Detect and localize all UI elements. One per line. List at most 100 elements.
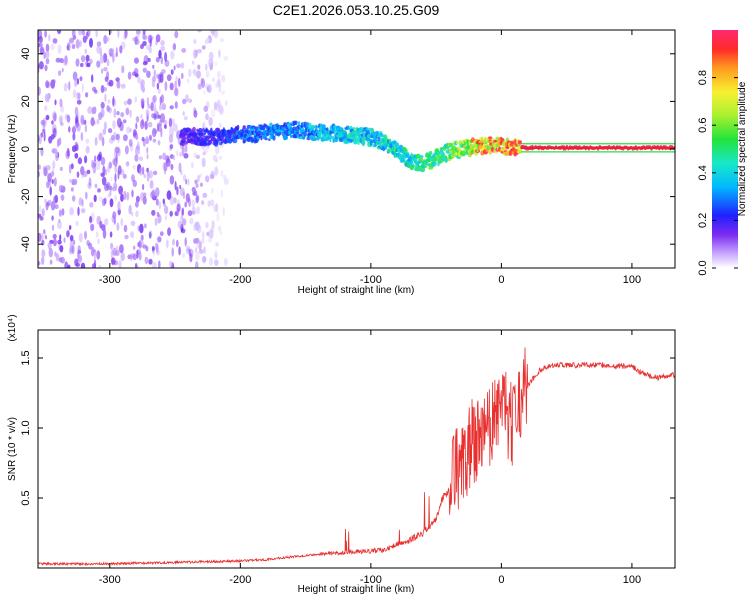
spectrogram-noise-cell [119, 244, 124, 254]
spectrogram-noise-cell [205, 175, 210, 183]
spectrogram-noise-cell [39, 216, 44, 221]
spectrogram-noise-cell [197, 174, 200, 183]
spectrogram-noise-cell [80, 55, 86, 63]
spectrogram-ridge-cell [207, 140, 212, 145]
spectrogram-noise-cell [166, 158, 171, 167]
spectrogram-noise-cell [145, 109, 150, 117]
spectrogram-noise-cell [176, 186, 179, 196]
spectrogram-noise-cell [100, 156, 106, 166]
spectrogram-noise-cell [112, 120, 116, 130]
spectrogram-noise-cell [118, 185, 123, 195]
spectrogram-noise-cell [209, 257, 213, 266]
spectrogram-noise-cell [175, 239, 179, 248]
spectrogram-ridge-cell [297, 121, 301, 125]
spectrogram-ridge-cell [302, 136, 306, 140]
spectrogram-noise-cell [44, 93, 50, 102]
spectrogram-noise-cell [158, 155, 162, 160]
spectrogram-noise-cell [169, 82, 174, 91]
spectrogram-noise-cell [41, 249, 46, 258]
spectrogram-noise-cell [197, 64, 201, 70]
spectrogram-noise-cell [109, 198, 114, 208]
spectrogram-ridge-cell [387, 148, 390, 153]
spectrogram-noise-cell [148, 170, 153, 179]
spectrogram-noise-cell [205, 63, 208, 71]
spectrogram-noise-cell [155, 198, 159, 206]
spectrogram-noise-cell [73, 124, 77, 132]
spectrogram-ridge-cell [290, 134, 293, 139]
spectrogram-ridge-cell [337, 131, 342, 137]
snr-axes: -300 -200 -100 0 100 0.5 1.0 1.5 [20, 330, 675, 586]
spectrogram-noise-cell [96, 118, 100, 125]
spectrogram-noise-cell [152, 94, 157, 103]
spectrogram-noise-cell [48, 247, 53, 258]
spectrogram-ridge-cell [183, 136, 187, 141]
spectrogram-noise-cell [187, 178, 190, 186]
spectrogram-noise-cell [91, 74, 94, 83]
spectrogram-noise-cell [80, 166, 85, 176]
spectrogram-noise-cell [191, 162, 194, 169]
spectrogram-noise-cell [42, 129, 46, 134]
spectrogram-ridge-cell [517, 140, 522, 143]
spectrogram-noise-cell [59, 245, 64, 253]
spectrogram-noise-cell [58, 184, 64, 193]
spectrogram-noise-cell [38, 232, 42, 242]
spectrogram-noise-cell [176, 149, 179, 157]
spectrogram-noise-cell [104, 93, 107, 102]
spectrogram-ridge-cell [269, 122, 273, 128]
spectrogram-noise-cell [113, 150, 116, 160]
spectrogram-noise-cell [218, 155, 223, 160]
spectrogram-noise-cell [164, 205, 169, 215]
spectrogram-noise-cell [123, 134, 128, 142]
spectrogram-noise-cell [57, 220, 62, 229]
spectrogram-noise-cell [126, 126, 131, 134]
spectrogram-noise-cell [53, 177, 57, 187]
spectrogram-noise-cell [39, 205, 42, 213]
spectrogram-noise-cell [114, 146, 120, 154]
spectrogram-noise-cell [159, 96, 162, 106]
spectrogram-noise-cell [169, 144, 174, 150]
y-tick-label: 0.5 [20, 490, 32, 505]
spectrogram-noise-cell [115, 52, 118, 58]
spectrogram-noise-cell [172, 154, 176, 161]
spectrogram-noise-cell [113, 182, 118, 190]
spectrogram-noise-cell [222, 206, 225, 216]
spectrogram-ridge-cell [418, 157, 424, 163]
spectrogram-noise-cell [224, 259, 229, 264]
spectrogram-noise-cell [132, 129, 137, 137]
spectrogram-noise-cell [80, 262, 86, 268]
spectrogram-ridge-cell [461, 153, 466, 156]
spectrogram-noise-cell [213, 101, 218, 111]
spectrogram-ylabel: Frequency (Hz) [7, 115, 18, 184]
spectrogram-ridge-cell [224, 129, 227, 135]
spectrogram-noise-cell [68, 164, 72, 174]
spectrogram-noise-cell [88, 177, 92, 187]
spectrogram-noise-cell [131, 189, 134, 198]
spectrogram-noise-cell [152, 261, 157, 268]
spectrogram-noise-cell [192, 69, 196, 75]
spectrogram-noise-cell [194, 237, 200, 244]
spectrogram-noise-cell [61, 68, 64, 73]
spectrogram-noise-cell [50, 200, 56, 211]
spectrogram-noise-cell [114, 194, 118, 202]
spectrogram-noise-cell [201, 230, 205, 241]
spectrogram-noise-cell [79, 76, 83, 82]
spectrogram-noise-cell [169, 210, 173, 217]
spectrogram-noise-cell [67, 82, 70, 90]
spectrogram-noise-cell [195, 154, 200, 159]
spectrogram-noise-cell [44, 30, 47, 38]
spectrogram-ridge-cell [382, 135, 388, 139]
spectrogram-noise-cell [57, 70, 62, 76]
spectrogram-noise-cell [43, 51, 47, 59]
spectrogram-noise-cell [38, 260, 41, 266]
spectrogram-noise-cell [168, 134, 174, 144]
spectrogram-noise-cell [71, 43, 76, 50]
spectrogram-noise-cell [89, 215, 93, 224]
spectrogram-noise-cell [148, 46, 152, 54]
spectrogram-noise-cell [188, 197, 191, 208]
spectrogram-noise-cell [146, 153, 149, 160]
spectrogram-noise-cell [69, 234, 74, 242]
snr-background [38, 330, 675, 568]
spectrogram-noise-cell [218, 103, 223, 113]
spectrogram-noise-cell [110, 134, 115, 141]
spectrogram-noise-cell [151, 209, 156, 216]
